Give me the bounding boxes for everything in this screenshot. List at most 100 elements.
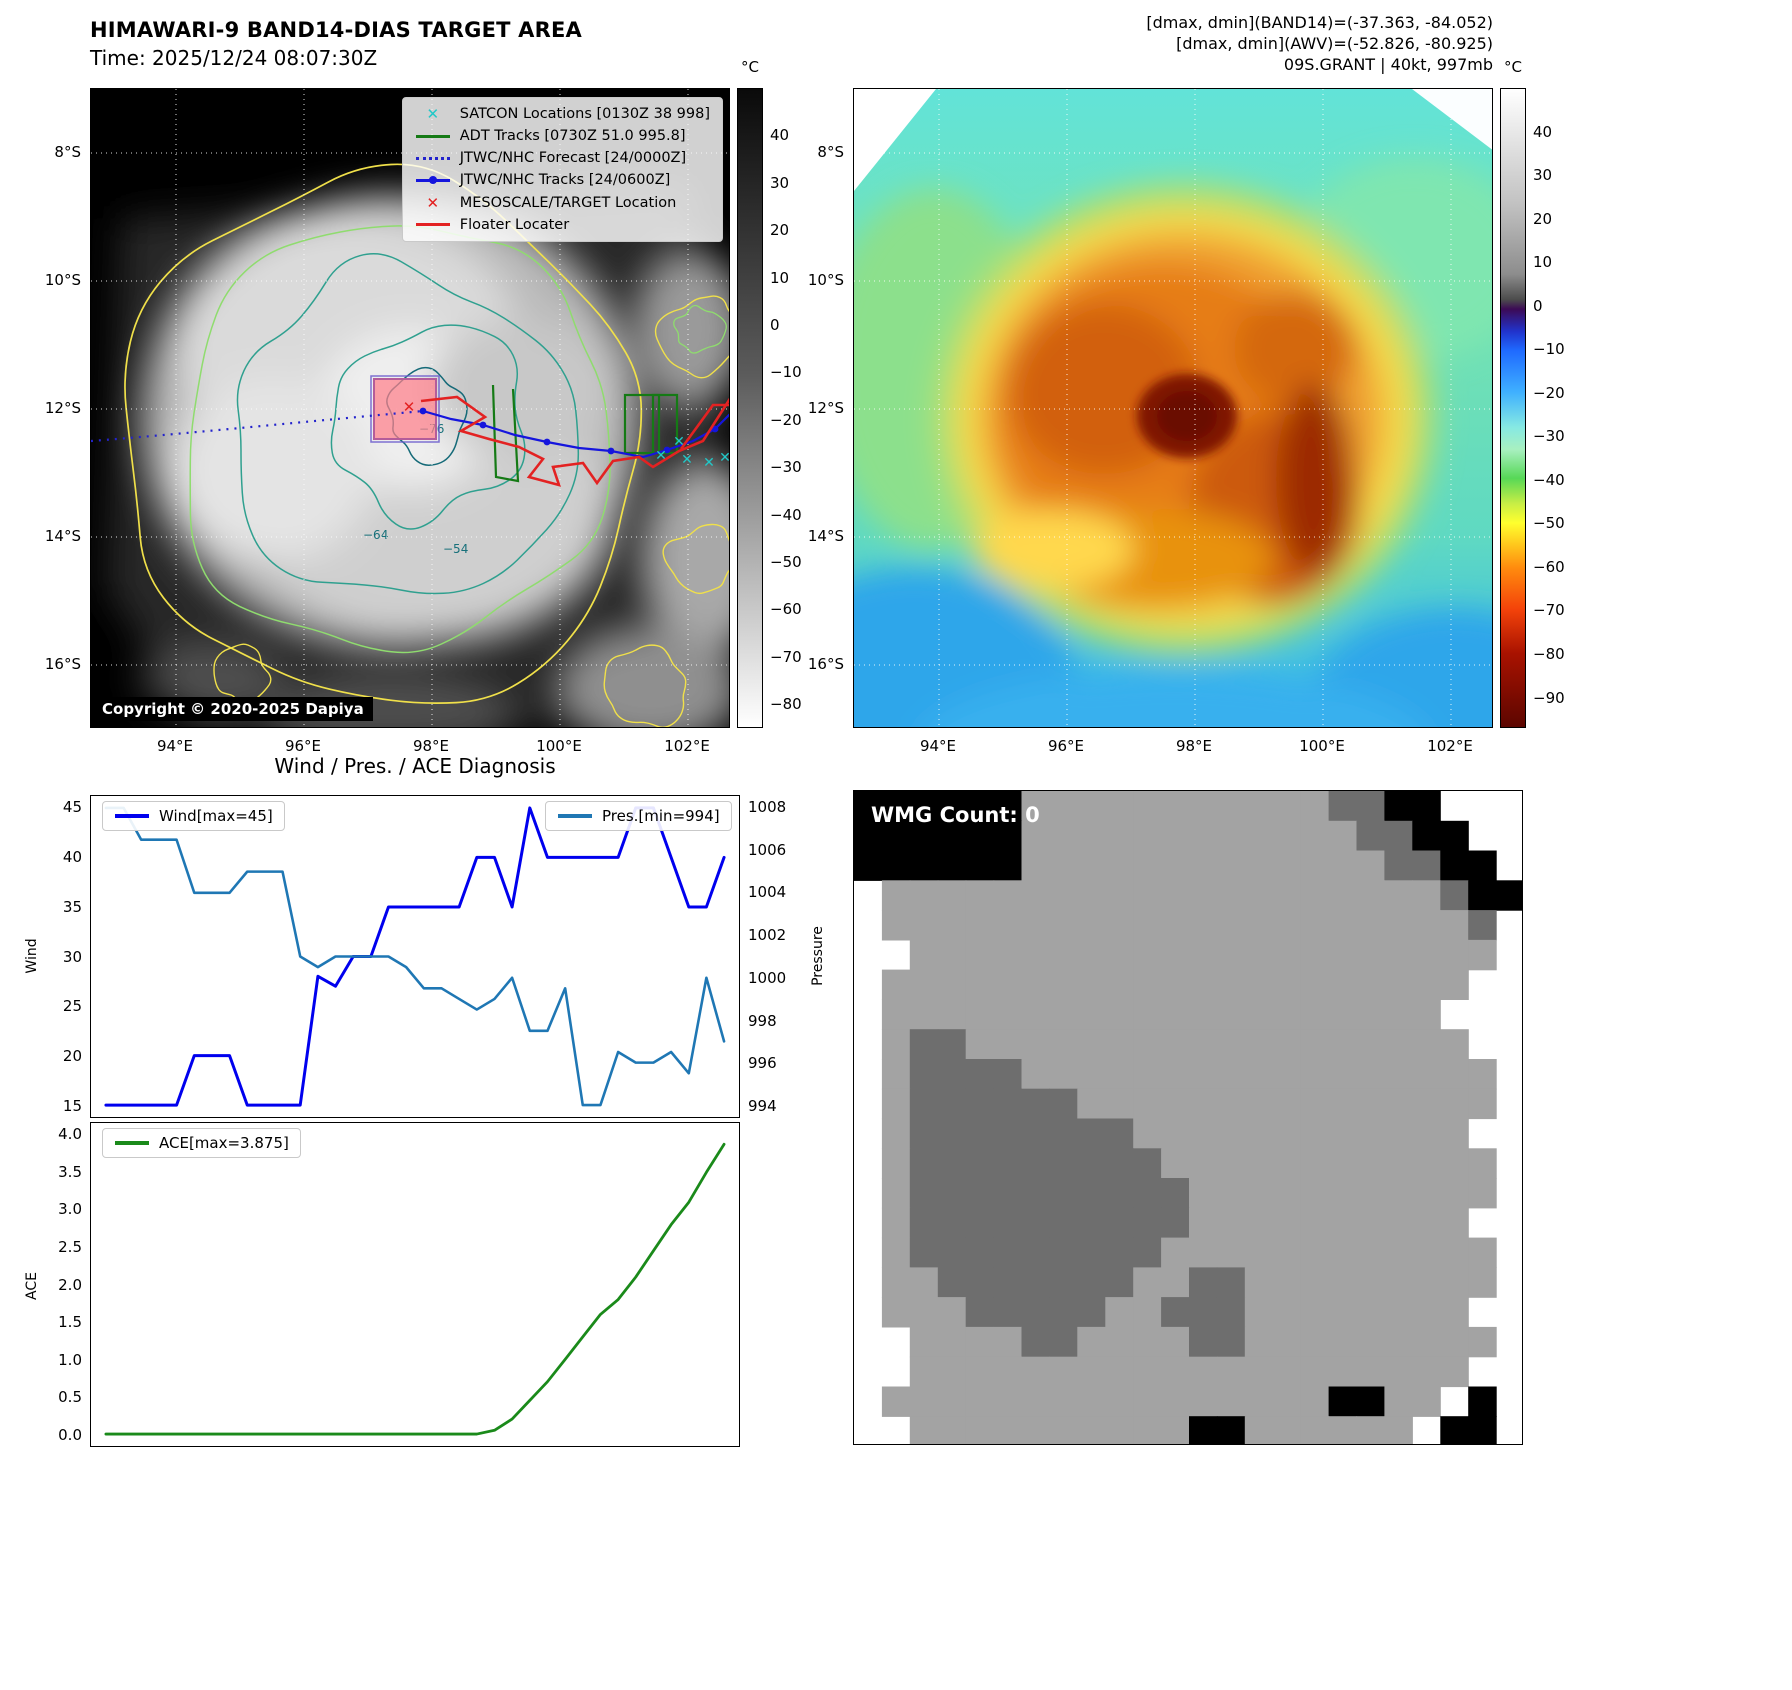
svg-text:✕: ✕ [681,452,693,468]
y-tick-label: 45 [62,798,82,816]
colorbar-tick-label: 20 [1533,209,1553,228]
line-marker-icon [415,173,451,187]
jtwc-track-points [419,407,719,455]
colorbar-tick-label: −50 [1533,514,1565,533]
lon-tick-label: 100°E [536,737,582,755]
colorbar-tick-label: 20 [770,221,790,240]
colorbar-tick-label: −70 [770,647,802,666]
legend-item-label: SATCON Locations [0130Z 38 998] [459,106,710,122]
lon-tick-label: 102°E [1427,737,1473,755]
colorbar-tick-label: 40 [1533,122,1553,141]
y2-tick-label: 1006 [748,840,787,859]
y-tick-label: 20 [62,1047,82,1066]
colorbar-tick-label: 40 [770,126,790,145]
colorbar-tick-label: 30 [1533,166,1553,185]
y2-tick-label: 996 [748,1054,777,1073]
band14-colorbar [737,88,763,728]
awv-colorbar [1500,88,1526,728]
colorbar-tick-label: −10 [1533,340,1565,359]
lon-tick-label: 102°E [664,737,710,755]
y2-tick-label: 1002 [748,926,787,945]
y-tick-label: 25 [62,997,82,1016]
awv-colorbar-unit: °C [1504,58,1522,76]
lat-tick-label: 12°S [44,399,81,417]
y2-tick-label: 1008 [748,798,787,816]
legend-item-label: JTWC/NHC Forecast [24/0000Z] [459,150,687,167]
legend-item: JTWC/NHC Tracks [24/0600Z] [415,171,710,189]
legend-item: ✕ MESOSCALE/TARGET Location [415,194,710,212]
y2-tick-label: 1004 [748,883,787,902]
awv-gridlines [854,89,1492,727]
colorbar-tick-label: −30 [1533,427,1565,446]
y2-tick-label: 998 [748,1011,777,1030]
y-tick-label: 0.5 [58,1388,82,1407]
contour-value-label: −64 [363,528,388,542]
y2-tick-label: 994 [748,1097,777,1115]
legend-item-label: Floater Locater [459,216,570,233]
lat-tick-label: 14°S [44,527,81,545]
jtwc-forecast-track [91,409,424,443]
ace-line-sample [114,1136,150,1150]
lat-tick-label: 10°S [44,271,81,289]
lon-tick-label: 94°E [156,737,194,755]
y-tick-label: 4.0 [58,1125,82,1143]
pres-legend: Pres.[min=994] [545,801,732,831]
colorbar-tick-label: −10 [770,363,802,382]
y-tick-label: 3.0 [58,1200,82,1219]
jtwc-track [419,407,729,459]
y-tick-label: 15 [62,1097,82,1115]
legend-item: ✕ SATCON Locations [0130Z 38 998] [415,105,710,123]
lat-tick-label: 8°S [817,143,844,161]
band14-colorbar-unit: °C [741,58,759,76]
colorbar-tick-label: −40 [1533,470,1565,489]
colorbar-tick-label: −40 [770,505,802,524]
storm-eye [1137,374,1237,458]
awv-map [853,88,1493,728]
wind-pressure-chart [90,795,740,1118]
storm-color-field [854,159,1492,727]
band14-title: HIMAWARI-9 BAND14-DIAS TARGET AREA [90,18,582,42]
colorbar-tick-label: −80 [1533,644,1565,663]
pres-line-sample [557,809,593,823]
ace-legend-label: ACE[max=3.875] [159,1134,289,1152]
legend-item-label: JTWC/NHC Tracks [24/0600Z] [459,172,671,189]
x-marker-icon: ✕ [426,193,440,212]
series-line [104,806,726,1107]
line-marker-icon [415,129,451,143]
lat-tick-label: 16°S [807,655,844,673]
wind-line-sample [114,809,150,823]
lon-tick-label: 98°E [1175,737,1213,755]
colorbar-tick-label: 30 [770,173,790,192]
copyright-label: Copyright © 2020-2025 Dapiya [93,697,373,721]
lat-tick-label: 10°S [807,271,844,289]
band14-time: Time: 2025/12/24 08:07:30Z [90,46,378,70]
colorbar-tick-label: −70 [1533,601,1565,620]
wind-legend-label: Wind[max=45] [159,807,273,825]
line-marker-icon [415,218,451,232]
legend-item: ADT Tracks [0730Z 51.0 995.8] [415,127,710,145]
pressure-axis-label: Pressure [810,926,826,986]
colorbar-tick-label: −60 [1533,557,1565,576]
svg-text:✕: ✕ [655,448,667,464]
swath-edge-corner [854,89,936,191]
svg-text:✕: ✕ [703,455,715,471]
line-marker-icon [415,151,451,165]
wmg-panel: WMG Count: 0 [853,790,1523,1445]
wind-legend: Wind[max=45] [102,801,285,831]
legend-item: Floater Locater [415,216,710,234]
floater-track [420,395,729,487]
lon-tick-label: 96°E [1047,737,1085,755]
colorbar-tick-label: 10 [1533,253,1553,272]
svg-text:✕: ✕ [719,450,730,466]
lat-tick-label: 16°S [44,655,81,673]
awv-header: [dmax, dmin](BAND14)=(-37.363, -84.052) … [1146,12,1493,75]
legend-item-label: MESOSCALE/TARGET Location [459,194,677,211]
colorbar-tick-label: −20 [1533,383,1565,402]
map-legend: ✕ SATCON Locations [0130Z 38 998] ADT Trac… [401,97,723,242]
wmg-grid-image [854,791,1522,1444]
y-tick-label: 2.5 [58,1237,82,1256]
lon-tick-label: 94°E [919,737,957,755]
ace-axis-label: ACE [24,1272,40,1300]
lat-tick-label: 14°S [807,527,844,545]
